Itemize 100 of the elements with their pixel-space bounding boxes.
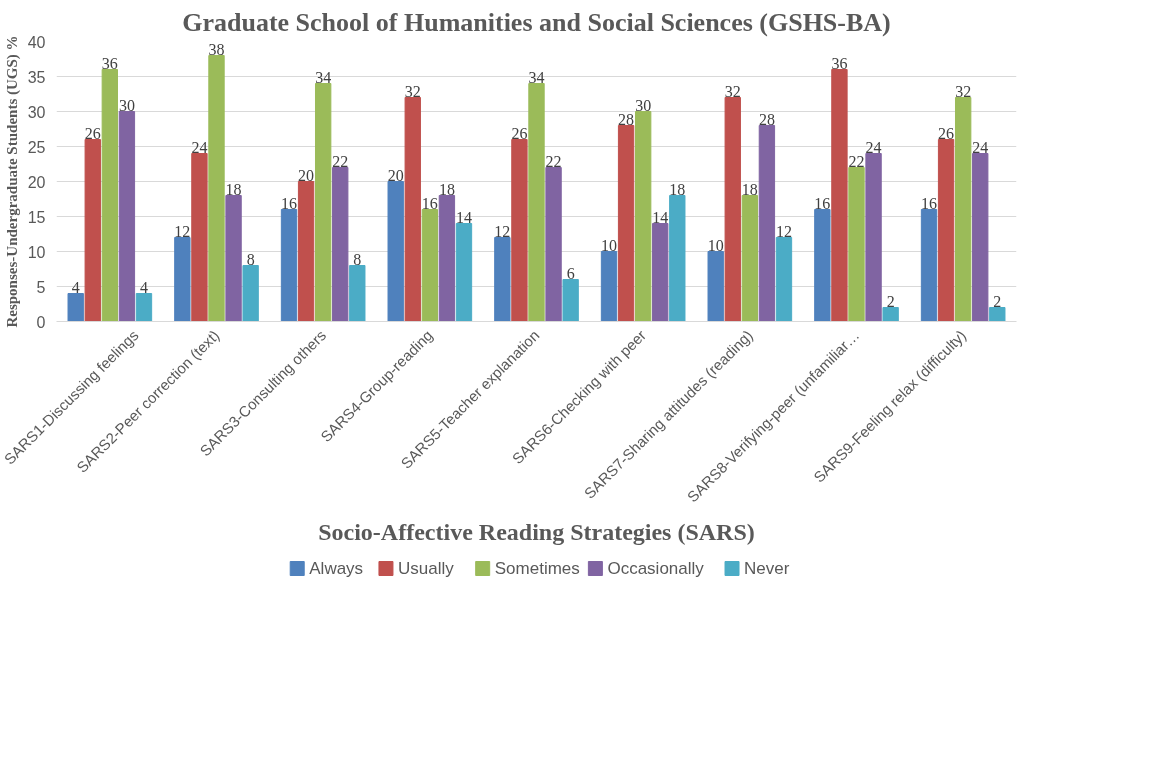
y-tick-label: 35 xyxy=(27,68,46,86)
data-label: 16 xyxy=(814,194,831,212)
bar xyxy=(349,265,366,322)
data-label: 10 xyxy=(707,236,724,254)
data-label: 28 xyxy=(618,110,635,128)
bar xyxy=(882,307,899,322)
bar xyxy=(865,153,882,322)
bar xyxy=(545,167,562,322)
chart-title: Graduate School of Humanities and Social Sciences (GSHS-BA) xyxy=(182,7,891,37)
bar xyxy=(511,139,528,322)
data-label: 10 xyxy=(601,236,618,254)
bar xyxy=(724,97,741,322)
data-label: 22 xyxy=(545,152,562,170)
legend-label: Never xyxy=(744,559,790,578)
bar xyxy=(135,293,153,322)
bar xyxy=(741,195,759,322)
data-label: 14 xyxy=(652,208,669,226)
bar xyxy=(562,279,579,322)
bar xyxy=(332,167,349,322)
bar xyxy=(421,209,439,322)
bar xyxy=(297,181,315,322)
data-label: 12 xyxy=(775,222,792,240)
data-label: 24 xyxy=(972,138,989,156)
data-label: 38 xyxy=(208,40,225,58)
bar xyxy=(455,223,473,322)
legend-label: Occasionally xyxy=(607,559,705,578)
bar xyxy=(387,181,404,322)
bar xyxy=(242,265,259,322)
bar xyxy=(937,139,955,322)
data-label: 18 xyxy=(225,180,242,198)
data-label: 2 xyxy=(886,292,895,310)
data-label: 22 xyxy=(848,152,865,170)
bar xyxy=(652,223,669,322)
data-label: 26 xyxy=(84,124,101,142)
legend-label: Always xyxy=(309,559,364,578)
y-tick-label: 40 xyxy=(27,33,46,51)
data-label: 28 xyxy=(758,110,775,128)
bar xyxy=(118,111,136,322)
bar xyxy=(920,209,938,322)
data-label: 14 xyxy=(455,208,472,226)
y-tick-label: 5 xyxy=(36,278,46,296)
bar xyxy=(494,237,511,322)
legend-label: Usually xyxy=(398,559,455,578)
data-label: 26 xyxy=(511,124,528,142)
y-tick-label: 15 xyxy=(27,208,46,226)
data-label: 20 xyxy=(298,166,315,184)
bar xyxy=(191,153,208,322)
data-label: 2 xyxy=(993,292,1002,310)
data-label: 6 xyxy=(566,264,575,282)
bar xyxy=(438,195,456,322)
bar xyxy=(528,83,545,322)
bar xyxy=(174,237,191,322)
bar xyxy=(101,69,119,322)
data-label: 12 xyxy=(174,222,191,240)
data-label: 30 xyxy=(118,96,135,114)
bar xyxy=(404,97,421,322)
data-label: 36 xyxy=(831,54,848,72)
data-label: 8 xyxy=(353,250,362,268)
y-tick-label: 10 xyxy=(27,243,46,261)
bar xyxy=(67,293,84,322)
bar xyxy=(84,139,101,322)
bar xyxy=(775,237,793,322)
y-tick-label: 20 xyxy=(27,173,46,191)
data-label: 26 xyxy=(938,124,955,142)
bar xyxy=(225,195,242,322)
bar xyxy=(989,307,1006,322)
bar xyxy=(831,69,848,322)
x-axis-title: Socio-Affective Reading Strategies (SARS) xyxy=(318,519,755,546)
bar xyxy=(954,97,972,322)
legend-label: Sometimes xyxy=(494,559,580,578)
bar xyxy=(617,125,635,322)
bar xyxy=(972,153,989,322)
data-label: 4 xyxy=(71,278,80,296)
data-label: 32 xyxy=(404,82,421,100)
data-label: 18 xyxy=(669,180,686,198)
y-axis-title: Responses-Undergraduate Students (UGS) % xyxy=(3,35,21,328)
bar xyxy=(848,167,865,322)
data-label: 34 xyxy=(315,68,332,86)
data-label: 36 xyxy=(101,54,118,72)
data-label: 32 xyxy=(724,82,741,100)
data-label: 16 xyxy=(921,194,938,212)
data-label: 30 xyxy=(635,96,652,114)
bar xyxy=(600,251,618,322)
y-tick-label: 0 xyxy=(36,313,46,331)
data-label: 32 xyxy=(955,82,972,100)
bar xyxy=(208,55,225,322)
bar xyxy=(669,195,686,322)
data-label: 16 xyxy=(421,194,438,212)
data-label: 18 xyxy=(438,180,455,198)
data-label: 20 xyxy=(387,166,404,184)
data-label: 22 xyxy=(332,152,349,170)
bar xyxy=(280,209,298,322)
y-tick-label: 25 xyxy=(27,138,46,156)
bar xyxy=(314,83,332,322)
y-tick-label: 30 xyxy=(27,103,46,121)
data-label: 18 xyxy=(741,180,758,198)
data-label: 12 xyxy=(494,222,511,240)
data-label: 24 xyxy=(865,138,882,156)
data-label: 24 xyxy=(191,138,208,156)
data-label: 4 xyxy=(139,278,148,296)
